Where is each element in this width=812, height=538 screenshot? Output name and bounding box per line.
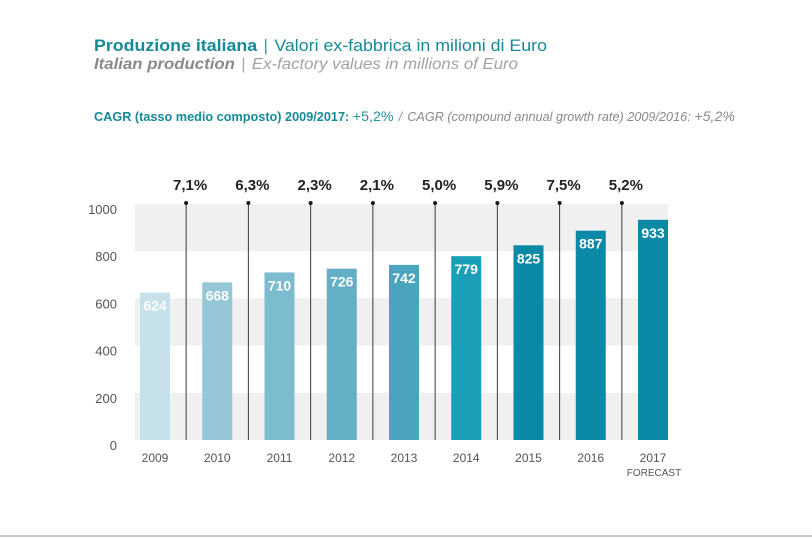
x-tick-label: 2012: [328, 451, 355, 465]
growth-rate-label: 5,2%: [609, 177, 643, 194]
bar-2010: [202, 282, 233, 440]
y-tick-label: 200: [95, 391, 117, 406]
x-tick-label: 2009: [142, 451, 169, 465]
bar-value-label: 742: [392, 270, 416, 286]
title-english-rest: Ex-factory values in millions of Euro: [251, 56, 518, 73]
growth-connector-dot: [619, 201, 624, 205]
x-tick-sublabel: FORECAST: [627, 468, 681, 479]
bar-2013: [389, 264, 419, 440]
bar-value-label: 710: [268, 277, 292, 293]
cagr-separator: /: [398, 110, 403, 124]
growth-connectors: [184, 201, 624, 440]
bar-value-labels: 624 668 710 726 742 779 825 887 933: [143, 225, 665, 314]
growth-rate-label: 2,1%: [360, 177, 394, 194]
cagr-italian-label: CAGR (tasso medio composto) 2009/2017:: [94, 110, 350, 124]
title-separator: |: [241, 56, 246, 73]
bottom-divider: [0, 535, 812, 537]
x-tick-label: 2017: [640, 451, 667, 465]
x-tick-label: 2015: [515, 451, 542, 465]
growth-rate-label: 5,9%: [484, 177, 518, 194]
bar-2017: [638, 219, 668, 440]
cagr-english-value: +5,2%: [694, 108, 736, 124]
growth-rate-label: 7,1%: [173, 177, 207, 194]
y-axis-tick-labels: 0 200 400 600 800 1000: [88, 202, 117, 453]
growth-rate-label: 6,3%: [235, 177, 269, 194]
cagr-english-label: CAGR (compound annual growth rate) 2009/…: [407, 110, 691, 124]
growth-rate-label: 2,3%: [298, 177, 332, 194]
bar-value-label: 726: [330, 274, 354, 290]
bars: [140, 219, 668, 440]
title-italian-rest: Valori ex-fabbrica in milioni di Euro: [274, 36, 547, 55]
title-english: Italian production | Ex-factory values in …: [94, 57, 518, 73]
x-axis-tick-labels: 2009 2010 2011 2012 2013 2014 2015 2016 2017 FORE…: [142, 451, 682, 479]
bar-value-label: 825: [517, 250, 541, 266]
cagr-italian-value: +5,2%: [352, 108, 394, 124]
bar-value-label: 779: [455, 261, 479, 277]
bar-2011: [264, 272, 295, 440]
growth-rate-label: 7,5%: [547, 177, 581, 194]
x-tick-label: 2010: [204, 451, 231, 465]
y-tick-label: 1000: [88, 202, 117, 217]
x-tick-label: 2013: [391, 451, 418, 465]
bar-2014: [451, 256, 482, 440]
growth-rate-label: 5,0%: [422, 177, 456, 194]
growth-connector-dot: [184, 201, 189, 205]
growth-connector-dot: [246, 201, 251, 205]
title-separator: |: [263, 36, 269, 55]
bar-2016: [575, 230, 606, 440]
bar-value-label: 933: [641, 225, 665, 241]
title-italian: Produzione italiana | Valori ex-fabbrica i…: [94, 37, 547, 54]
growth-connector-dot: [308, 201, 313, 205]
y-tick-label: 800: [95, 249, 117, 264]
title-english-bold: Italian production: [94, 56, 235, 73]
growth-connector-dot: [495, 201, 500, 205]
y-tick-label: 400: [95, 344, 117, 359]
x-tick-label: 2014: [453, 451, 480, 465]
bar-2009: [140, 292, 170, 440]
y-tick-label: 600: [95, 296, 117, 311]
bar-2012: [326, 268, 357, 440]
x-tick-label: 2016: [577, 451, 604, 465]
growth-rate-labels: 7,1% 6,3% 2,3% 2,1% 5,0% 5,9% 7,5% 5,2%: [173, 177, 643, 194]
y-tick-label: 0: [110, 438, 117, 453]
growth-connector-dot: [433, 201, 438, 205]
x-tick-label: 2011: [267, 451, 293, 465]
bar-value-label: 887: [579, 236, 603, 252]
cagr-note: CAGR (tasso medio composto) 2009/2017: +…: [94, 108, 736, 124]
title-italian-bold: Produzione italiana: [94, 36, 258, 55]
growth-connector-dot: [557, 201, 562, 205]
bar-2015: [513, 245, 544, 440]
growth-connector-dot: [370, 201, 375, 205]
bar-value-label: 668: [206, 287, 230, 303]
bar-value-label: 624: [143, 298, 167, 314]
